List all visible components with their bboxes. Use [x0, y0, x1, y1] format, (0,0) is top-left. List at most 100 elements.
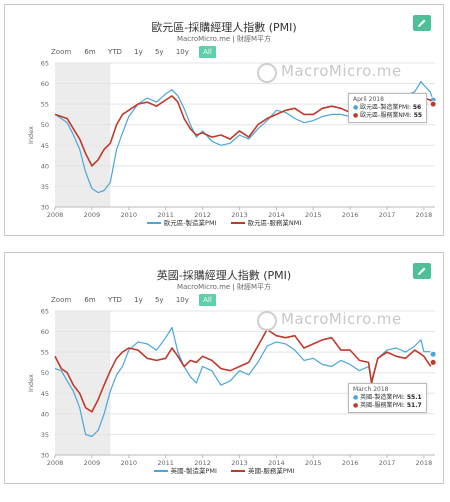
x-tick-label: 2018 — [416, 211, 433, 219]
series-line-1 — [54, 326, 434, 438]
y-tick-label: 35 — [41, 431, 49, 439]
x-tick-label: 2009 — [84, 459, 101, 467]
watermark-logo-icon — [257, 63, 277, 83]
legend-label: 歐元區-服務業NMI — [247, 219, 302, 227]
zoom-label: Zoom — [51, 48, 72, 56]
tooltip-value: 55 — [413, 112, 423, 119]
y-tick-label: 55 — [41, 101, 49, 109]
zoom-bar: Zoom 6m YTD 1y 5y 10y All — [51, 46, 222, 58]
x-tick-label: 2010 — [121, 459, 138, 467]
watermark-logo-icon — [257, 311, 277, 331]
tooltip-label: 歐元區-服務業NMI: — [360, 112, 412, 119]
x-tick-label: 2010 — [121, 211, 138, 219]
y-axis-label: Index — [27, 374, 35, 392]
x-tick-label: 2013 — [231, 211, 248, 219]
zoom-6m-button[interactable]: 6m — [84, 296, 96, 304]
legend-item-manufacturing[interactable]: 歐元區-製造業PMI — [146, 217, 217, 227]
zoom-5y-button[interactable]: 5y — [154, 48, 164, 56]
watermark-text: MacroMicro.me — [281, 310, 402, 328]
recession-shade — [55, 311, 111, 455]
y-tick-label: 45 — [41, 142, 49, 150]
legend-item-services[interactable]: 英國-服務業PMI — [231, 465, 294, 475]
legend-item-services[interactable]: 歐元區-服務業NMI — [230, 217, 302, 227]
watermark-text: MacroMicro.me — [281, 62, 402, 80]
tooltip-value: 56 — [412, 104, 422, 111]
legend-swatch — [231, 470, 246, 472]
chart-title: 英國-採購經理人指數 (PMI) — [156, 269, 292, 282]
y-tick-label: 55 — [41, 349, 49, 357]
series-end-point-2 — [429, 358, 437, 366]
tooltip-label: 英國-製造業PMI: — [360, 394, 405, 401]
edit-button[interactable] — [413, 15, 431, 31]
x-tick-label: 2011 — [157, 459, 174, 467]
zoom-1y-button[interactable]: 1y — [134, 296, 143, 304]
zoom-bar: Zoom 6m YTD 1y 5y 10y All — [51, 294, 222, 306]
chart-title: 歐元區-採購經理人指數 (PMI) — [151, 21, 297, 34]
x-tick-label: 2013 — [231, 459, 248, 467]
chart-legend: 歐元區-製造業PMI 歐元區-服務業NMI — [5, 217, 443, 227]
x-tick-label: 2008 — [47, 459, 64, 467]
legend-swatch — [146, 222, 161, 224]
recession-shade — [55, 63, 111, 207]
zoom-all-button[interactable]: All — [199, 294, 216, 306]
x-tick-label: 2016 — [342, 211, 359, 219]
x-tick-label: 2017 — [379, 459, 396, 467]
y-tick-label: 35 — [41, 183, 49, 191]
x-tick-label: 2009 — [84, 211, 101, 219]
x-tick-label: 2012 — [194, 459, 211, 467]
chart-panel-uk: 英國-採購經理人指數 (PMI) MacroMicro.me | 財經M平方 Z… — [4, 252, 444, 484]
chart-plot-area: 30 35 40 45 50 55 60 65 2008 2009 2010 2011 2012 2013… — [27, 60, 437, 219]
pencil-icon — [418, 267, 426, 275]
x-tick-label: 2014 — [268, 211, 285, 219]
legend-label: 英國-製造業PMI — [170, 467, 217, 475]
legend-label: 歐元區-製造業PMI — [163, 219, 217, 227]
zoom-6m-button[interactable]: 6m — [84, 48, 96, 56]
y-axis-label: Index — [27, 126, 35, 144]
x-tick-label: 2014 — [268, 459, 285, 467]
x-tick-label: 2012 — [194, 211, 211, 219]
x-tick-label: 2015 — [305, 459, 322, 467]
legend-label: 英國-服務業PMI — [248, 467, 295, 475]
pencil-icon — [418, 19, 426, 27]
x-tick-label: 2017 — [379, 211, 396, 219]
x-tick-label: 2008 — [47, 211, 64, 219]
tooltip-label: 歐元區-製造業PMI: — [360, 104, 411, 111]
tooltip-row-manufacturing: ● 歐元區-製造業PMI: 56 — [353, 104, 422, 111]
chart-tooltip: April 2018 ● 歐元區-製造業PMI: 56 ● 歐元區-服務業NMI… — [348, 93, 428, 123]
chart-plot-area: 30 35 40 45 50 55 60 65 2008 2009 2010 2011 2012 2013… — [27, 308, 437, 467]
zoom-label: Zoom — [51, 296, 72, 304]
y-tick-label: 65 — [41, 60, 49, 68]
tooltip-date: March 2018 — [353, 386, 389, 393]
tooltip-row-services: ● 歐元區-服務業NMI: 55 — [353, 112, 423, 119]
x-tick-label: 2015 — [305, 211, 322, 219]
zoom-5y-button[interactable]: 5y — [154, 296, 164, 304]
x-tick-label: 2011 — [157, 211, 174, 219]
tooltip-label: 英國-服務業PMI: — [360, 402, 405, 409]
chart-tooltip: March 2018 ● 英國-製造業PMI: 55.1 ● 英國-服務業PMI… — [348, 383, 427, 413]
chart-panel-eurozone: 歐元區-採購經理人指數 (PMI) MacroMicro.me | 財經M平方 … — [4, 4, 444, 236]
zoom-all-button[interactable]: All — [199, 46, 216, 58]
tooltip-value: 55.1 — [406, 394, 422, 401]
zoom-10y-button[interactable]: 10y — [175, 48, 189, 56]
zoom-1y-button[interactable]: 1y — [134, 48, 143, 56]
edit-button[interactable] — [413, 263, 431, 279]
legend-swatch — [153, 470, 168, 472]
chart-legend: 英國-製造業PMI 英國-服務業PMI — [5, 465, 443, 475]
y-tick-label: 60 — [41, 328, 49, 336]
y-tick-label: 40 — [41, 410, 49, 418]
zoom-10y-button[interactable]: 10y — [175, 296, 189, 304]
y-tick-label: 65 — [41, 308, 49, 316]
chart-subtitle: MacroMicro.me | 財經M平方 — [176, 283, 272, 291]
x-tick-label: 2018 — [416, 459, 433, 467]
zoom-ytd-button[interactable]: YTD — [107, 48, 122, 56]
y-tick-label: 30 — [41, 452, 49, 460]
tooltip-row-manufacturing: ● 英國-製造業PMI: 55.1 — [353, 394, 422, 401]
chart-subtitle: MacroMicro.me | 財經M平方 — [176, 35, 272, 43]
tooltip-row-services: ● 英國-服務業PMI: 51.7 — [353, 402, 422, 409]
y-tick-label: 45 — [41, 390, 49, 398]
y-tick-label: 30 — [41, 204, 49, 212]
y-tick-label: 60 — [41, 80, 49, 88]
zoom-ytd-button[interactable]: YTD — [107, 296, 122, 304]
legend-item-manufacturing[interactable]: 英國-製造業PMI — [153, 465, 217, 475]
series-end-point-2 — [429, 100, 437, 108]
